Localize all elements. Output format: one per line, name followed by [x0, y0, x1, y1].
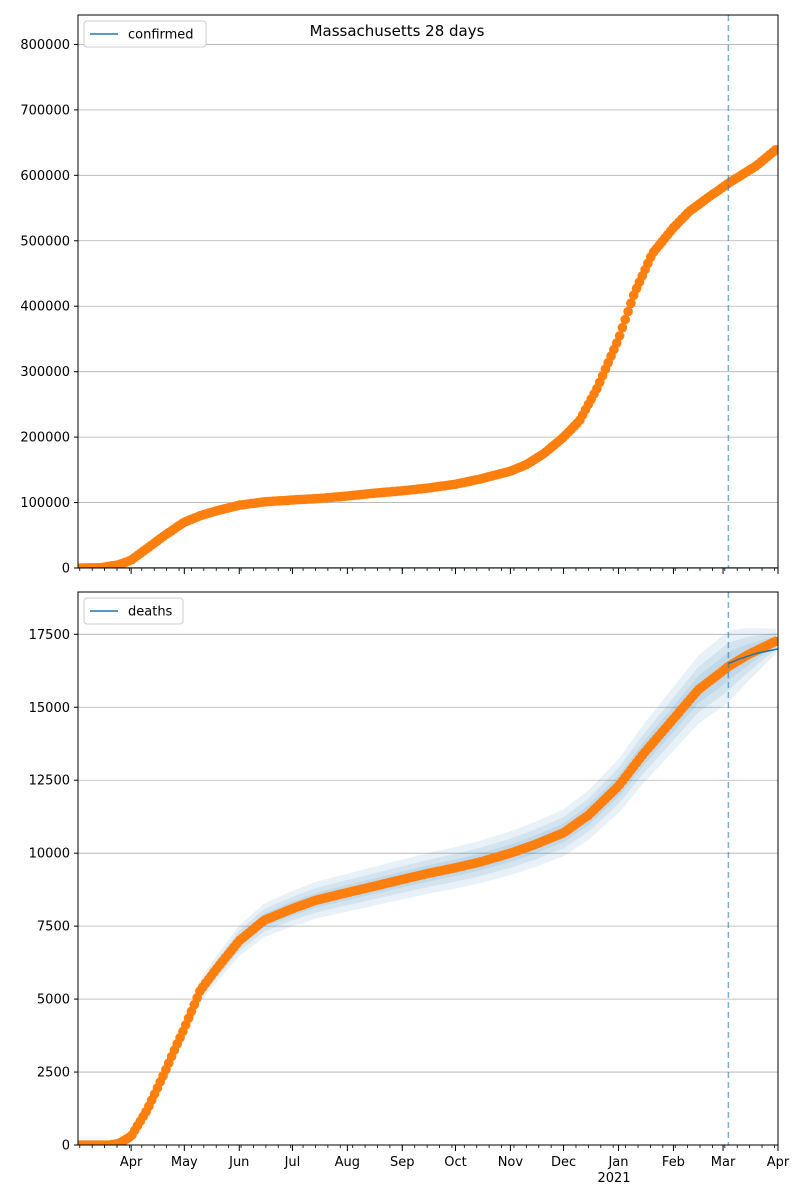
observed-point: [617, 322, 628, 333]
model-line: [728, 648, 778, 665]
observed-point: [770, 145, 778, 155]
observed-point: [614, 331, 625, 341]
x-tick-label: Dec: [551, 1155, 576, 1170]
confirmed-panel: 0 100000 200000 300000 400000 500000 600000 700…: [20, 14, 779, 577]
x-tick-label: Mar: [711, 1155, 736, 1170]
x-tick-label: Oct: [444, 1155, 466, 1170]
x-tick-label: Nov: [498, 1155, 524, 1170]
y-tick-label: 2500: [37, 1066, 70, 1081]
y-tick-label: 100000: [20, 496, 70, 511]
y-tick-label: 0: [62, 1139, 70, 1154]
chart-title: Massachusetts 28 days: [310, 22, 485, 40]
observed-point: [626, 298, 636, 309]
legend: deaths: [83, 597, 184, 625]
y-tick-label: 800000: [20, 38, 70, 53]
observed-point: [770, 636, 778, 647]
legend-label: confirmed: [128, 28, 194, 43]
y-tick-label: 600000: [20, 169, 70, 184]
plot-area: [78, 628, 778, 1145]
x-tick-label: Apr: [767, 1155, 790, 1170]
y-tick-label: 10000: [29, 847, 70, 862]
x-tick-label: Sep: [390, 1155, 415, 1170]
y-tick-label: 400000: [20, 300, 70, 315]
axes-frame: [77, 14, 779, 569]
legend: confirmed: [83, 20, 207, 48]
y-tick-label: 700000: [20, 103, 70, 118]
y-tick-label: 200000: [20, 431, 70, 446]
deaths-panel: 0 2500 5000 7500 10000 12500 15000 17500 Apr May J…: [29, 591, 790, 1170]
x-tick-label: Jan: [607, 1155, 628, 1170]
legend-label: deaths: [128, 605, 173, 620]
uncertainty-band: [113, 628, 777, 1145]
x-tick-label: Jun: [228, 1155, 249, 1170]
legend-box: [83, 20, 207, 48]
x-tick-label: Aug: [335, 1155, 360, 1170]
y-tick-label: 500000: [20, 234, 70, 249]
observed-point: [623, 306, 633, 317]
uncertainty-band: [113, 636, 777, 1145]
y-tick-label: 12500: [29, 774, 70, 789]
plot-area: [78, 145, 778, 568]
x-tick-label: May: [171, 1155, 198, 1170]
year-tick-label: 2021: [597, 1171, 630, 1186]
y-tick-label: 17500: [29, 628, 70, 643]
y-tick-label: 0: [62, 562, 70, 577]
y-tick-label: 7500: [37, 920, 70, 935]
y-tick-label: 15000: [29, 701, 70, 716]
x-tick-label: Jul: [284, 1155, 301, 1170]
x-tick-label: Feb: [662, 1155, 685, 1170]
observed-point: [620, 314, 630, 325]
y-tick-label: 5000: [37, 993, 70, 1008]
legend-box: [83, 597, 184, 625]
x-tick-label: Apr: [120, 1155, 143, 1170]
axes-frame: [77, 591, 779, 1146]
y-tick-label: 300000: [20, 365, 70, 380]
